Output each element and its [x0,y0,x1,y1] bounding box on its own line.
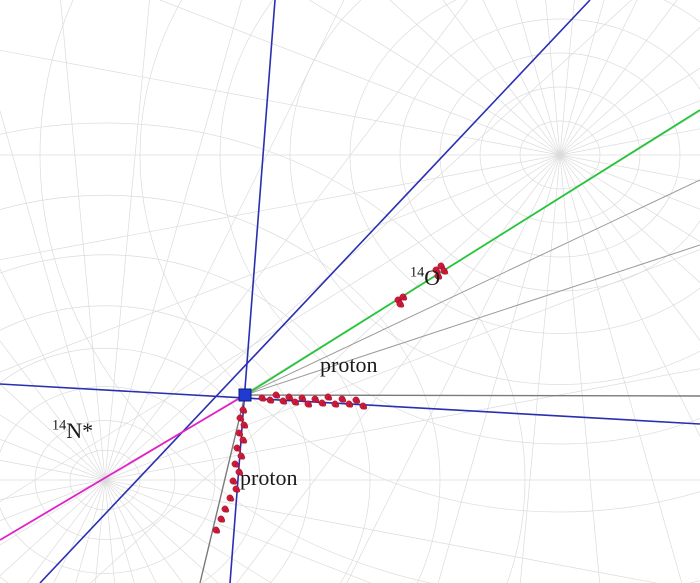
track-grey-b [245,245,700,395]
label-O14: 14O [410,265,440,291]
label-N14: 14N* [52,418,93,444]
label-proton-down: proton [240,465,297,491]
track-proton-right [245,395,700,396]
detector-event-display: 14O 14N* proton proton [0,0,700,583]
tracks-svg [0,0,700,583]
hits-proton-right [259,392,367,410]
interaction-vertex [239,389,251,401]
label-proton-right: proton [320,352,377,378]
grid-center [0,0,700,583]
grid-center [0,0,700,583]
axis-vertical [230,0,275,583]
wireframe-grid [0,0,700,583]
track-grey-a [245,180,700,395]
track-O14 [245,110,700,395]
